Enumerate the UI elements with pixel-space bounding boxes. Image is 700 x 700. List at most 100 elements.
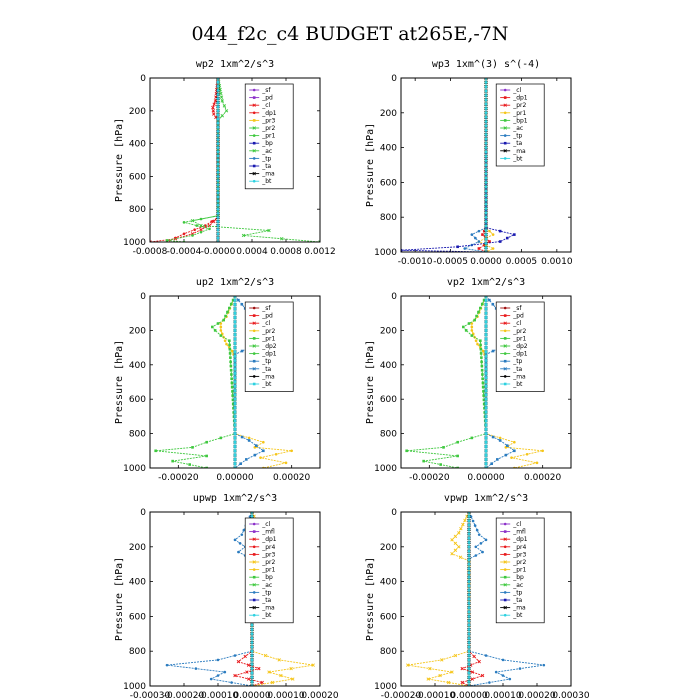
series-point: [224, 314, 227, 318]
series-point: [230, 377, 233, 381]
series-point: [467, 541, 471, 544]
legend-label: _bp: [512, 574, 524, 581]
series-point: [484, 307, 488, 311]
series-point: [484, 462, 488, 465]
series-point: [405, 449, 408, 453]
series-point: [472, 654, 476, 659]
series-point: [263, 653, 268, 658]
legend-marker: [252, 171, 256, 176]
series-point: [250, 662, 254, 666]
legend-label: _ta: [512, 366, 522, 373]
series-point: [233, 346, 237, 349]
legend-item: _pr2: [500, 559, 526, 566]
legend-item: _cl: [500, 320, 521, 327]
x-tick-label: -0.00010: [198, 691, 239, 700]
series-point: [216, 236, 220, 240]
chart-panel-2: wp3 1xm^(3) s^(-4) Pressure [hPa] 0 200 400 6…: [365, 59, 573, 267]
legend-marker: [252, 134, 256, 137]
legend-item: _pd: [500, 313, 524, 320]
legend-marker: [503, 359, 507, 363]
series-point: [484, 380, 488, 384]
legend-item: _tp: [249, 155, 272, 162]
legend-item: _ma: [500, 148, 526, 155]
series-point: [213, 99, 218, 103]
series-point: [476, 342, 479, 346]
series-point: [481, 550, 484, 554]
series-point: [484, 159, 488, 162]
legend-label: _pr2: [261, 559, 275, 566]
panel-title: up2 1xm^2/s^3: [196, 277, 274, 288]
series-point: [484, 94, 488, 97]
series-point: [216, 150, 220, 154]
legend-item: _dp1: [249, 110, 277, 117]
series-point: [491, 302, 495, 306]
series-bt: [484, 296, 488, 468]
series-point: [231, 394, 234, 397]
legend-label: _tp: [512, 358, 522, 365]
legend-marker: [252, 367, 256, 371]
legend-item: _bp1: [500, 117, 528, 124]
series-point: [484, 85, 488, 88]
y-tick-label: 600: [380, 178, 397, 188]
series-point: [165, 239, 169, 242]
y-tick-label: 800: [380, 430, 397, 440]
series-point: [277, 658, 281, 662]
series-point: [484, 333, 488, 336]
legend-label: _dp2: [512, 343, 528, 350]
series-point: [477, 533, 481, 536]
panel-title: wp3 1xm^(3) s^(-4): [432, 59, 540, 70]
y-tick-label: 200: [380, 326, 397, 336]
legend-label: _dp1: [261, 110, 277, 117]
series-point: [479, 343, 482, 347]
series-line: [407, 512, 470, 686]
series-point: [483, 406, 486, 410]
legend-label: _pr2: [261, 328, 275, 335]
legend-item: _pr2: [500, 102, 526, 109]
series-line: [155, 296, 236, 468]
series-point: [484, 202, 488, 206]
series-point: [467, 536, 471, 540]
legend-marker: [503, 591, 507, 594]
plot-frame: [400, 295, 572, 469]
legend-item: _bt: [249, 612, 272, 619]
series-point: [498, 229, 502, 233]
series-point: [470, 670, 475, 674]
legend-marker: [252, 568, 256, 571]
series-point: [488, 681, 491, 684]
y-tick-label: 200: [129, 543, 146, 553]
legend-item: _ac: [249, 582, 272, 589]
legend-marker: [252, 321, 256, 325]
series-point: [474, 545, 478, 549]
legend: _cl_mfl_dp1_pr4_pr3_pr2_pr1_bp_ac_tp_ta_…: [495, 517, 545, 624]
series-point: [484, 146, 488, 149]
series-point: [233, 333, 237, 336]
x-tick-label: 0.00010: [267, 691, 304, 700]
series-point: [501, 674, 505, 677]
legend-label: _tp: [261, 155, 271, 162]
series-point: [237, 550, 240, 554]
series-point: [250, 515, 254, 518]
series-point: [233, 428, 237, 431]
legend-marker: [503, 375, 507, 378]
panel-title: vpwp 1xm^2/s^3: [444, 493, 528, 504]
legend-label: _pr1: [512, 110, 526, 117]
plot-frame: [149, 511, 321, 687]
series-point: [191, 234, 194, 237]
series-point: [212, 112, 216, 116]
series-point: [467, 680, 471, 683]
series-point: [484, 155, 488, 158]
legend: _sf_pd_cl_dp1_pr3_pr2_pr1_bp_ac_tp_ta_ma…: [244, 83, 294, 190]
series-point: [484, 316, 488, 319]
legend-label: _tp: [261, 589, 271, 596]
legend-marker: [503, 522, 507, 526]
series-point: [216, 134, 220, 137]
series-point: [470, 233, 474, 236]
legend-label: _pr4: [512, 544, 526, 551]
series-point: [228, 347, 232, 351]
legend-item: _ac: [500, 125, 523, 132]
legend-item: _cl: [500, 87, 521, 94]
series-point: [233, 354, 237, 358]
legend-item: _ac: [249, 148, 272, 155]
legend-item: _sf: [249, 305, 271, 312]
series-point: [216, 171, 220, 174]
